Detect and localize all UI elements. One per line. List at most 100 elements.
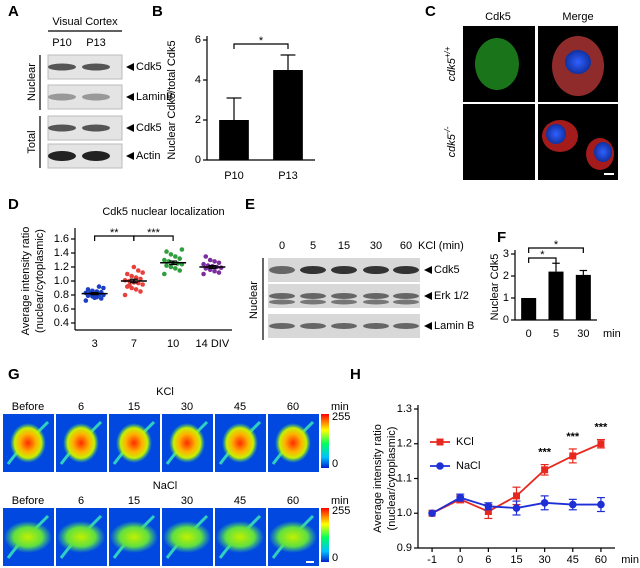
data-point <box>207 257 213 263</box>
genotype-sup: +/+ <box>443 46 452 58</box>
y-tick-label: 1.2 <box>54 261 69 273</box>
data-point <box>162 271 167 277</box>
data-point <box>173 254 178 259</box>
time-label: Before <box>12 401 44 413</box>
condition-label: NaCl <box>153 480 177 492</box>
data-point <box>201 261 206 267</box>
genotype-sup: -/- <box>443 126 452 134</box>
column-label: Merge <box>562 11 593 23</box>
x-tick-label: 10 <box>167 338 179 350</box>
x-tick-label: 0 <box>526 328 532 340</box>
blot-band <box>300 293 326 299</box>
panel-title: Visual Cortex <box>52 16 118 28</box>
marker <box>484 502 493 511</box>
data-point <box>138 289 143 294</box>
y-tick-label: 3 <box>503 248 509 260</box>
marker <box>428 509 436 518</box>
y-axis-label: Nuclear Cdk5/total Cdk5 <box>166 40 178 159</box>
y-tick-label: 6 <box>195 34 201 46</box>
y-tick-label: 1 <box>503 292 509 304</box>
cell-signal <box>116 423 152 463</box>
marker <box>513 492 520 500</box>
lane-label: P13 <box>86 37 106 49</box>
time-label: 15 <box>128 495 140 507</box>
blot-band <box>48 124 76 132</box>
y-tick-label: 2 <box>195 114 201 126</box>
significance-bracket <box>528 247 584 253</box>
band-label: Actin <box>136 150 160 162</box>
panel-letter: B <box>152 3 163 20</box>
colorbar-unit: min <box>331 495 349 507</box>
nucleus <box>546 124 566 144</box>
x-tick-label: P13 <box>278 170 298 182</box>
y-tick-label: 4 <box>195 74 201 86</box>
bar <box>273 70 303 160</box>
x-tick-label: 14 DIV <box>196 338 230 350</box>
group-label: Nuclear <box>26 63 38 101</box>
panel-letter: G <box>8 366 20 383</box>
x-tick-label: 30 <box>577 328 589 340</box>
arrow <box>126 63 134 71</box>
y-tick-label: 1.6 <box>54 233 69 245</box>
cell-signal <box>4 521 52 553</box>
y-tick-label: 1.3 <box>397 403 412 415</box>
genotype-label: cdk5+/+ <box>443 46 458 81</box>
data-point <box>203 254 209 259</box>
colorbar <box>321 508 329 562</box>
cell-signal <box>275 423 311 463</box>
marker <box>597 440 605 448</box>
data-point <box>201 271 206 277</box>
significance-label: * <box>259 35 264 47</box>
blot-band <box>331 299 357 305</box>
data-point <box>129 273 134 279</box>
blot-band <box>82 93 110 101</box>
cell-signal <box>216 521 264 553</box>
time-label: 5 <box>310 240 316 252</box>
x-tick-label: 5 <box>553 328 559 340</box>
blot-band <box>48 93 76 101</box>
significance-bracket <box>133 235 174 241</box>
y-axis-label: Average intensity ratio <box>372 424 384 533</box>
time-label: 30 <box>181 495 193 507</box>
data-point <box>131 264 137 270</box>
band-label: LaminB <box>136 91 173 103</box>
x-tick-label: 60 <box>595 554 607 566</box>
band-label: Cdk5 <box>136 122 162 134</box>
legend-marker <box>436 462 444 470</box>
marker <box>484 508 492 516</box>
legend-label: NaCl <box>456 460 480 472</box>
y-tick-label: 2 <box>503 270 509 282</box>
blot-band <box>331 266 357 274</box>
blot-band <box>393 323 419 329</box>
time-label: 30 <box>370 240 382 252</box>
data-point <box>98 296 104 301</box>
data-point <box>168 252 174 257</box>
data-point <box>216 260 222 266</box>
marker <box>540 499 549 507</box>
colorbar-tick: 0 <box>332 458 338 470</box>
data-point <box>135 268 141 273</box>
legend-marker <box>436 438 444 446</box>
data-point <box>133 287 139 292</box>
time-label: 0 <box>279 240 285 252</box>
cell-signal <box>57 521 105 553</box>
cell-signal <box>222 423 258 463</box>
x-tick-label: 15 <box>510 554 522 566</box>
marker <box>456 493 465 502</box>
genotype-label: cdk5-/- <box>443 126 458 157</box>
arrow <box>424 266 432 274</box>
significance-label: *** <box>566 431 580 443</box>
blot-band <box>269 299 295 305</box>
bar <box>219 120 249 160</box>
colorbar-tick: 255 <box>332 411 350 423</box>
significance-label: * <box>554 239 559 251</box>
marker <box>541 466 549 474</box>
colorbar-tick: 255 <box>332 505 350 517</box>
y-tick-label: 1.0 <box>54 275 69 287</box>
data-point <box>124 271 130 277</box>
cell-stain <box>475 38 519 90</box>
band-label: Lamin B <box>434 320 474 332</box>
blot-band <box>363 299 389 305</box>
arrow <box>126 124 134 132</box>
